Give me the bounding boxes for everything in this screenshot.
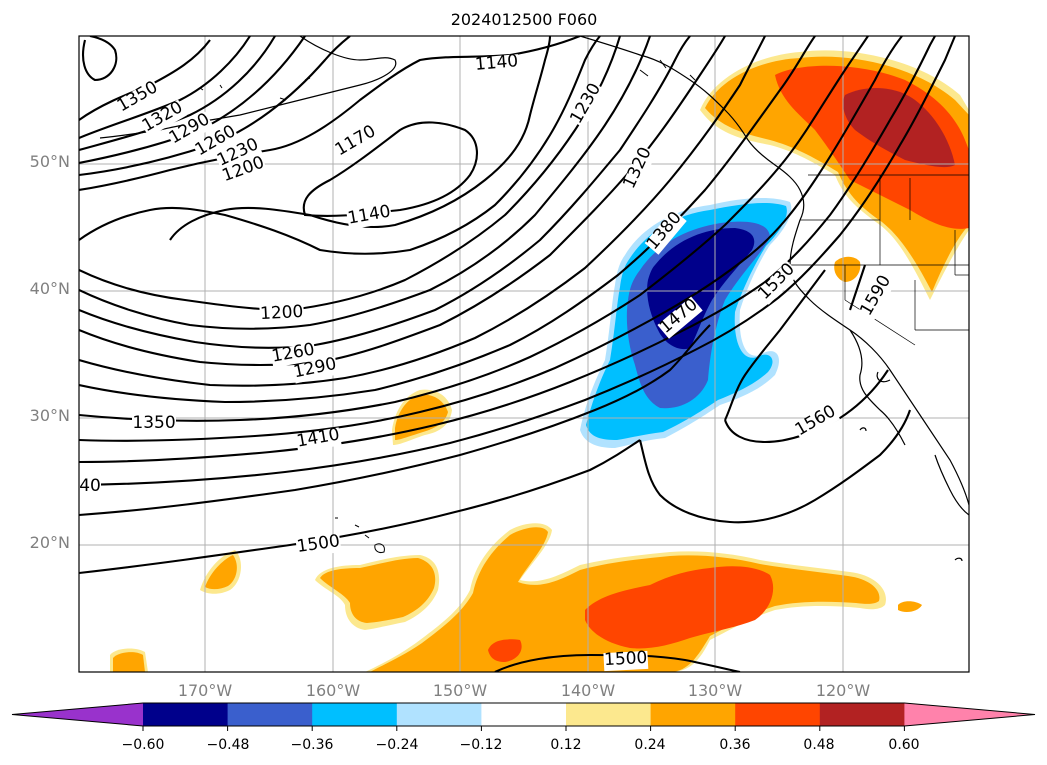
colorbar-tick: −0.48 [206,737,250,753]
contour-label-text: 1350 [132,413,175,433]
colorbar-segment [819,703,905,726]
contour-label: 40 [79,476,101,497]
lon-label-120w: 120°W [815,681,871,700]
map-title: 2024012500 F060 [450,10,598,29]
contour-label-text: 1500 [604,648,648,670]
map-frame [78,35,970,673]
colorbar-segment [396,703,482,726]
lon-label-170w: 170°W [177,681,233,700]
state-borders [790,174,969,346]
colorbar-tick: −0.24 [375,737,419,753]
colorbar-tick: 0.36 [719,737,751,753]
colorbar-tick: 0.24 [634,737,666,753]
colorbar-extend-high [904,703,1035,726]
contour-label: 1140 [474,51,520,76]
colorbar-segment [650,703,736,726]
colorbar-segment [735,703,821,726]
contour-label-text: 40 [79,476,101,496]
positive-anomaly-subtropics [110,389,922,672]
lon-label-160w: 160°W [305,681,361,700]
positive-anomaly-northeast [700,50,969,300]
lat-label-30n: 30°N [29,406,70,425]
map-gridlines [79,36,969,672]
height-contours [79,36,956,672]
colorbar-segment [143,703,229,726]
colorbar-segment [481,703,567,726]
lat-label-20n: 20°N [29,533,70,552]
colorbar-tick: −0.12 [459,737,503,753]
contour-label-text: 1200 [260,302,304,324]
colorbar [11,702,1036,731]
lon-label-150w: 150°W [432,681,488,700]
colorbar-extend-low [12,703,143,726]
lon-label-140w: 140°W [560,681,616,700]
colorbar-tick: −0.36 [290,737,334,753]
contour-label: 1500 [603,648,649,672]
contour-label: 1200 [259,302,305,326]
colorbar-segment [312,703,398,726]
lon-label-130w: 130°W [687,681,743,700]
colorbar-tick: 0.48 [803,737,835,753]
colorbar-tick: −0.60 [121,737,165,753]
lat-label-50n: 50°N [29,152,70,171]
lat-label-40n: 40°N [29,279,70,298]
colorbar-segment [566,703,652,726]
contour-label-text: 1140 [474,51,519,75]
colorbar-tick: 0.60 [888,737,920,753]
colorbar-tick: 0.12 [550,737,582,753]
contour-label: 1500 [295,531,342,559]
contour-label: 1350 [132,413,176,434]
colorbar-segment [227,703,313,726]
